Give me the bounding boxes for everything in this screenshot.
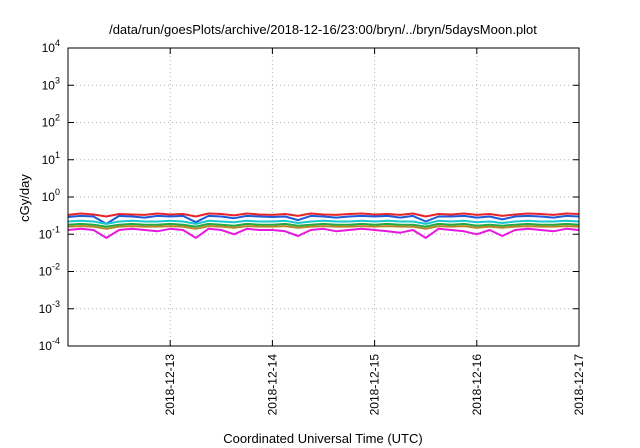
y-tick-label: 102 xyxy=(42,113,60,130)
y-tick-label: 10-3 xyxy=(39,299,60,316)
series-line-2 xyxy=(67,219,580,225)
grid xyxy=(68,48,579,346)
series-line-5 xyxy=(67,227,580,239)
x-tick-label: 2018-12-14 xyxy=(265,354,279,416)
series-line-3 xyxy=(67,222,580,228)
y-tick-label: 10-4 xyxy=(39,336,60,353)
y-ticks: 10-4 10-3 10-2 10-1 100 101 102 103 104 xyxy=(39,38,579,353)
series-layer xyxy=(67,212,580,239)
chart-title: /data/run/goesPlots/archive/2018-12-16/2… xyxy=(109,22,537,37)
x-tick-label: 2018-12-16 xyxy=(470,354,484,416)
series-line-1 xyxy=(67,214,580,225)
y-tick-label: 103 xyxy=(42,75,60,92)
series-line-0 xyxy=(67,212,580,218)
y-axis-label: cGy/day xyxy=(17,174,32,222)
y-tick-label: 10-1 xyxy=(39,224,60,241)
x-tick-label: 2018-12-13 xyxy=(163,354,177,416)
x-tick-label: 2018-12-15 xyxy=(368,354,382,416)
y-tick-label: 101 xyxy=(42,150,60,167)
x-tick-label: 2018-12-17 xyxy=(572,354,586,416)
x-ticks: 2018-12-13 2018-12-14 2018-12-15 2018-12-16… xyxy=(163,48,586,415)
x-axis-label: Coordinated Universal Time (UTC) xyxy=(223,431,422,446)
y-tick-label: 10-2 xyxy=(39,262,60,279)
y-tick-label: 100 xyxy=(42,187,60,204)
series-line-4 xyxy=(67,225,580,230)
y-tick-label: 104 xyxy=(42,38,60,55)
